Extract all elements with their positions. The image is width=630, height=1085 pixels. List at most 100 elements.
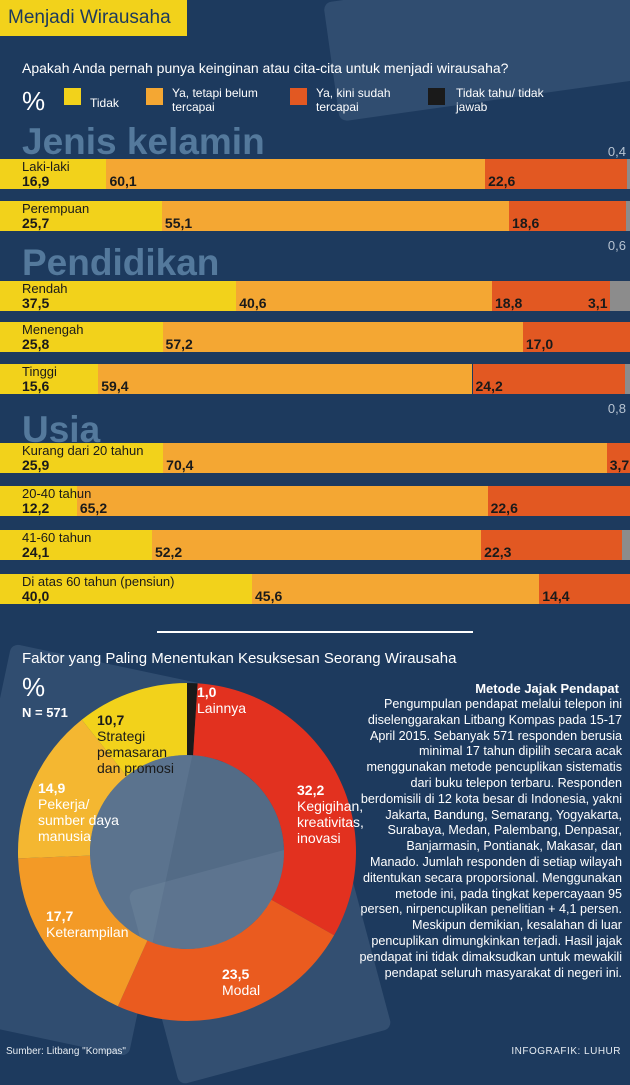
donut-slice — [18, 719, 127, 859]
donut-hole — [90, 755, 284, 949]
bar-segment — [0, 574, 252, 604]
bar-row-label: Rendah — [22, 281, 68, 296]
bar-row-label: Laki-laki — [22, 159, 70, 174]
bar-value-label: 15,6 — [22, 378, 50, 394]
percent-symbol: % — [22, 86, 46, 116]
bar-row-label: 41-60 tahun — [22, 530, 92, 545]
bar-value-label: 55,1 — [164, 215, 193, 231]
bar-segment — [236, 281, 493, 311]
slice-value-keterampilan: 17,7 — [46, 908, 74, 924]
note-unknown-jenis-kelamin: 0,4 — [607, 144, 626, 159]
slice-name-keterampilan: Keterampilan — [46, 924, 129, 940]
bar-value-label: 22,3 — [484, 544, 512, 560]
bar-value-label: 3,1 — [588, 295, 608, 311]
method-body: Pengumpulan pendapat melalui telepon ini… — [359, 697, 622, 980]
slice-value-lainnya: 1,0 — [197, 684, 217, 700]
bar-segment — [76, 486, 488, 516]
bar-segment — [487, 486, 630, 516]
bar-segment — [522, 322, 630, 352]
donut-slice — [18, 855, 148, 1007]
legend-label-belum: Ya, tetapi belum tercapai — [172, 86, 258, 114]
infographic-credit: INFOGRAFIK: LUHUR — [511, 1046, 621, 1057]
bar-row: 25,7 55,1 18,6 Perempuan — [0, 201, 630, 231]
section-heading-pendidikan: Pendidikan — [22, 242, 220, 283]
sample-size: N = 571 — [22, 705, 68, 720]
bar-value-label: 1,3 — [599, 544, 619, 560]
bar-row: 37,5 40,6 18,8 3,1 Rendah — [0, 281, 630, 311]
bar-row-label: Kurang dari 20 tahun — [22, 443, 144, 458]
slice-label-strategi: 10,7 Strategi pemasaran dan promosi — [97, 712, 192, 776]
slice-value-pekerja: 14,9 — [38, 780, 66, 796]
legend-label-tidak-tahu: Tidak tahu/ tidak jawab — [456, 86, 544, 114]
legend-swatch-belum — [146, 88, 163, 105]
legend-label-tidak: Tidak — [90, 96, 119, 110]
bar-segment — [539, 574, 630, 604]
slice-value-modal: 23,5 — [222, 966, 250, 982]
bar-value-label: 60,1 — [109, 173, 137, 189]
factors-title: Faktor yang Paling Menentukan Kesuksesan… — [22, 650, 457, 667]
bar-segment — [606, 443, 630, 473]
bar-row: 15,6 59,4 24,2 Tinggi — [0, 364, 630, 394]
source-note: Sumber: Litbang "Kompas" — [6, 1046, 126, 1057]
bar-segment — [151, 530, 482, 560]
bar-segment — [162, 322, 523, 352]
bar-segment — [621, 530, 630, 560]
bar-segment — [492, 281, 611, 311]
bar-value-label: 24,2 — [475, 378, 503, 394]
bar-row: 12,2 65,2 22,6 20-40 tahun — [0, 486, 630, 516]
note-unknown-pendidikan: 0,6 — [607, 238, 626, 253]
bar-row: 25,8 57,2 17,0 Menengah — [0, 322, 630, 352]
slice-label-modal: 23,5 Modal — [222, 966, 260, 998]
slice-name-lainnya: Lainnya — [197, 700, 247, 716]
slice-value-kegigihan: 32,2 — [297, 782, 325, 798]
bar-segment — [106, 159, 486, 189]
bar-value-label: 25,8 — [22, 336, 50, 352]
bar-row-label: Di atas 60 tahun (pensiun) — [22, 574, 175, 589]
bar-value-label: 40,0 — [22, 588, 50, 604]
bar-segment — [0, 159, 107, 189]
bar-row: 25,9 70,4 3,7 Kurang dari 20 tahun — [0, 443, 630, 473]
donut-slice — [193, 683, 357, 936]
bar-value-label: 22,6 — [490, 500, 518, 516]
bar-row: 24,1 52,2 22,3 1,3 41-60 tahun — [0, 530, 630, 560]
slice-label-pekerja: 14,9 Pekerja/ sumber daya manusia — [38, 780, 133, 844]
bar-segment — [481, 530, 622, 560]
section-heading-jenis-kelamin: Jenis kelamin — [22, 121, 265, 162]
bar-segment — [626, 201, 630, 231]
legend-swatch-tidak-tahu — [428, 88, 445, 105]
bar-value-label: 65,2 — [79, 500, 108, 516]
donut-slice — [187, 683, 198, 756]
bar-value-label: 37,5 — [22, 295, 50, 311]
bar-value-label: 18,6 — [512, 215, 540, 231]
bar-segment — [509, 201, 627, 231]
bar-value-label: 18,8 — [495, 295, 523, 311]
bar-row: 40,0 45,6 14,4 Di atas 60 tahun (pensiun) — [0, 574, 630, 604]
bar-segment — [485, 159, 628, 189]
bar-value-label: 25,9 — [22, 457, 50, 473]
legend-swatch-tidak — [64, 88, 81, 105]
bar-value-label: 57,2 — [165, 336, 193, 352]
survey-question: Apakah Anda pernah punya keinginan atau … — [22, 60, 509, 76]
bar-value-label: 3,7 — [609, 457, 630, 473]
bar-value-label: 14,4 — [542, 588, 570, 604]
bar-segment — [252, 574, 540, 604]
bar-segment — [0, 364, 99, 394]
bar-segment — [98, 364, 473, 394]
section-divider — [157, 631, 473, 633]
bar-row-label: 20-40 tahun — [22, 486, 92, 501]
bar-segment — [610, 281, 630, 311]
slice-name-kegigihan: Kegigihan, kreativitas, inovasi — [297, 798, 364, 846]
bar-value-label: 59,4 — [101, 378, 129, 394]
slice-name-strategi: Strategi pemasaran dan promosi — [97, 728, 175, 776]
slice-value-strategi: 10,7 — [97, 712, 125, 728]
bar-row: 16,9 60,1 22,6 Laki-laki — [0, 159, 630, 189]
donut-slice — [81, 683, 187, 777]
bar-value-label: 25,7 — [22, 215, 50, 231]
factors-percent-symbol: % — [22, 672, 46, 702]
bar-segment — [0, 281, 237, 311]
bar-segment — [472, 364, 625, 394]
bar-value-label: 16,9 — [22, 173, 50, 189]
page-title: Menjadi Wirausaha — [8, 7, 171, 28]
bar-segment — [624, 364, 630, 394]
bar-value-label: 22,6 — [488, 173, 516, 189]
